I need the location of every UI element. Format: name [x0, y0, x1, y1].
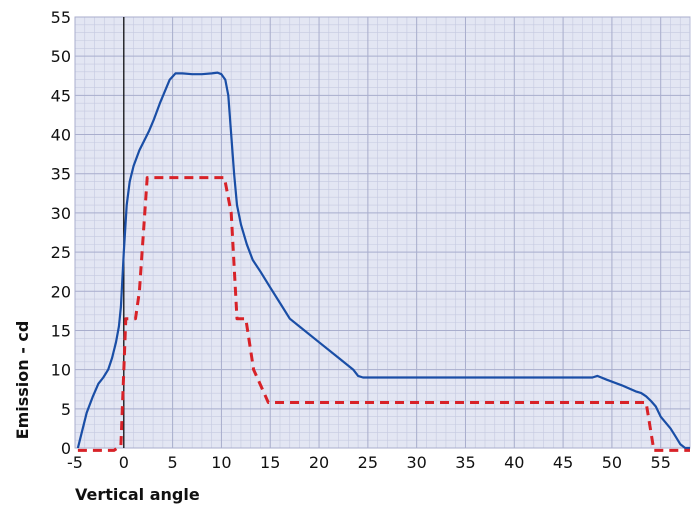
y-tick-label: 45 — [51, 86, 71, 105]
y-tick-label: 40 — [51, 126, 71, 145]
x-tick-labels: -5 0 5 10 15 20 25 30 35 40 45 50 55 — [67, 453, 671, 472]
y-tick-label: 20 — [51, 282, 71, 301]
x-tick-label: 15 — [260, 453, 280, 472]
major-grid — [74, 16, 690, 449]
solid-emission-series — [76, 71, 690, 450]
x-tick-label: -5 — [67, 453, 83, 472]
x-tick-label: 30 — [406, 453, 426, 472]
y-tick-label: 25 — [51, 243, 71, 262]
plot-area — [74, 16, 691, 449]
y-tick-label: 10 — [51, 361, 71, 380]
y-tick-label: 15 — [51, 321, 71, 340]
y-tick-label: 35 — [51, 165, 71, 184]
y-axis-title: Emission - cd — [13, 321, 32, 440]
x-tick-label: 35 — [455, 453, 475, 472]
y-tick-label: 55 — [51, 8, 71, 27]
series-layer — [76, 71, 690, 452]
x-tick-label: 25 — [358, 453, 378, 472]
x-tick-label: 20 — [309, 453, 329, 472]
dashed-emission-series — [77, 176, 690, 452]
x-tick-label: 40 — [504, 453, 524, 472]
x-tick-label: 10 — [211, 453, 231, 472]
x-tick-label: 5 — [168, 453, 178, 472]
x-tick-label: 50 — [602, 453, 622, 472]
x-tick-label: 45 — [553, 453, 573, 472]
y-tick-label: 5 — [61, 400, 71, 419]
y-tick-label: 50 — [51, 47, 71, 66]
y-tick-label: 0 — [61, 439, 71, 458]
y-tick-label: 30 — [51, 204, 71, 223]
x-tick-label: 0 — [119, 453, 129, 472]
x-tick-label: 55 — [651, 453, 671, 472]
y-tick-labels: 0 5 10 15 20 25 30 35 40 45 50 55 — [51, 8, 71, 458]
x-axis-title: Vertical angle — [75, 485, 200, 504]
